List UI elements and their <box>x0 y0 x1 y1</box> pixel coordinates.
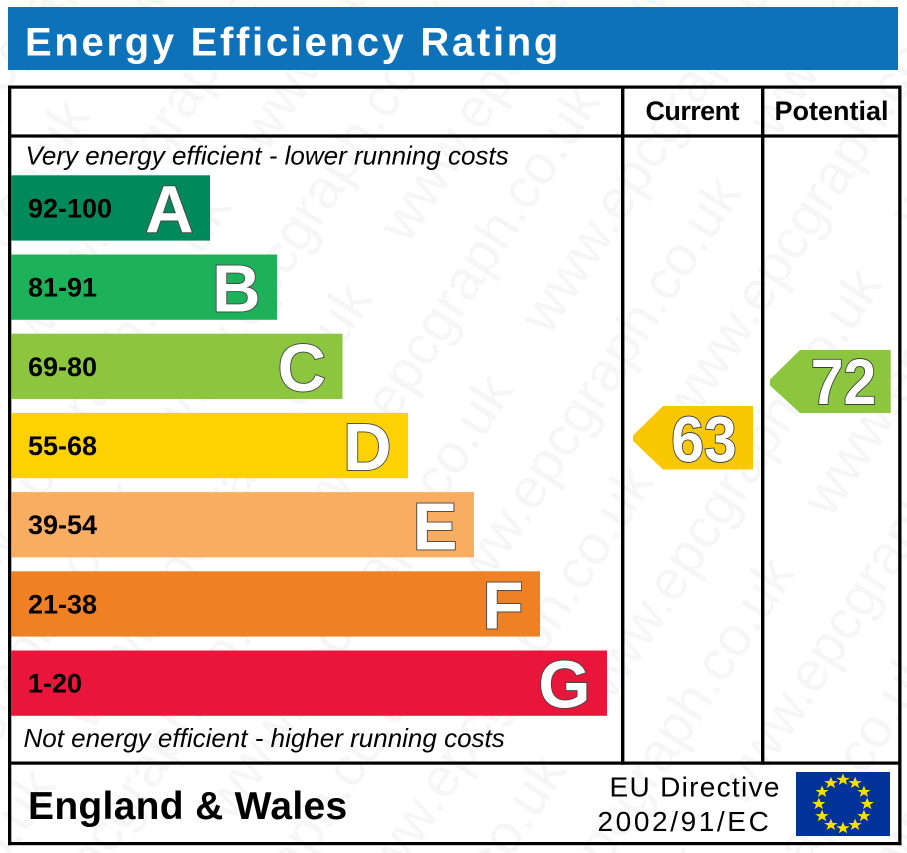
svg-text:A: A <box>145 173 193 248</box>
svg-text:21-38: 21-38 <box>28 589 97 619</box>
svg-text:EU Directive: EU Directive <box>610 772 781 803</box>
svg-text:55-68: 55-68 <box>28 431 97 461</box>
svg-text:Very energy efficient - lower: Very energy efficient - lower running co… <box>26 141 509 171</box>
svg-text:81-91: 81-91 <box>28 273 97 303</box>
svg-text:G: G <box>538 648 590 723</box>
svg-text:E: E <box>413 489 458 564</box>
svg-text:C: C <box>278 331 326 406</box>
svg-text:Energy Efficiency Rating: Energy Efficiency Rating <box>25 21 561 65</box>
svg-text:63: 63 <box>671 404 736 476</box>
svg-text:Potential: Potential <box>774 96 888 126</box>
svg-text:England & Wales: England & Wales <box>28 785 347 828</box>
svg-text:2002/91/EC: 2002/91/EC <box>598 806 772 837</box>
svg-text:F: F <box>483 569 524 644</box>
svg-text:D: D <box>343 410 391 485</box>
svg-text:B: B <box>212 252 260 327</box>
svg-text:92-100: 92-100 <box>28 193 112 223</box>
svg-text:39-54: 39-54 <box>28 510 97 540</box>
svg-text:1-20: 1-20 <box>28 669 82 699</box>
svg-text:Not energy efficient - higher: Not energy efficient - higher running co… <box>24 723 505 753</box>
svg-text:72: 72 <box>811 347 876 419</box>
svg-text:69-80: 69-80 <box>28 352 97 382</box>
svg-text:Current: Current <box>646 96 740 126</box>
